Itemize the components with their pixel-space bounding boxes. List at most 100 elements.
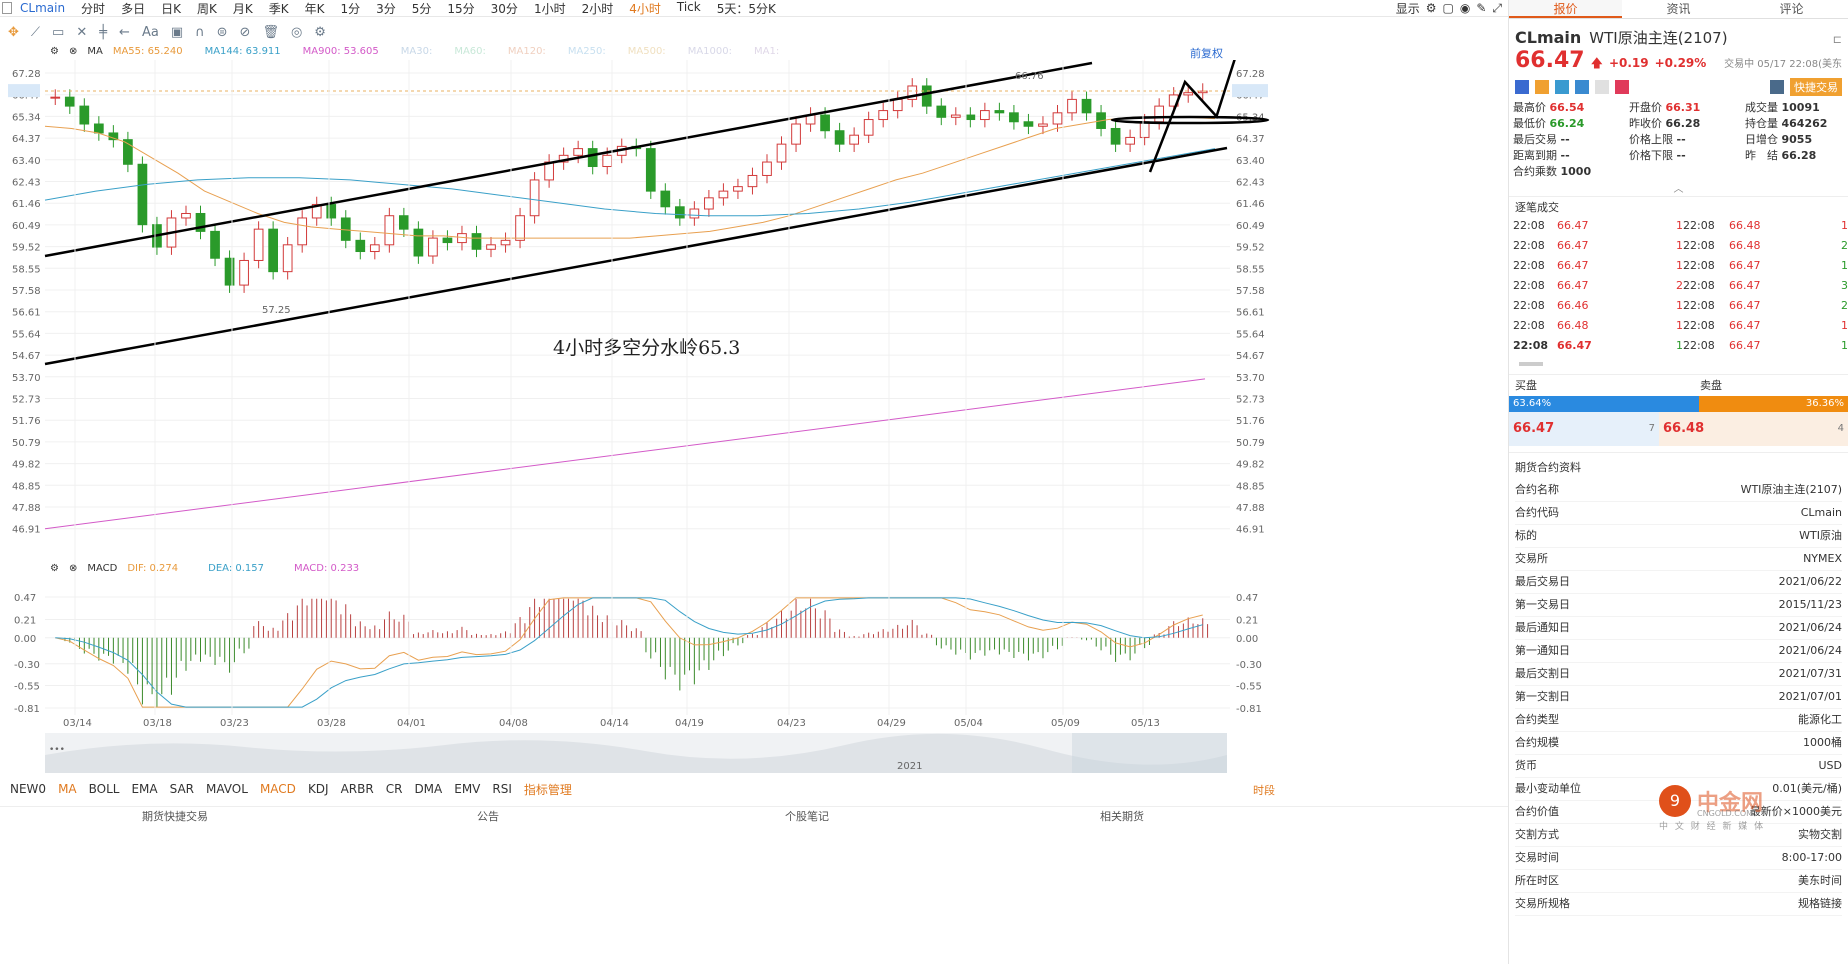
doc-icon[interactable]	[1595, 80, 1609, 94]
quote-tab-0[interactable]: 报价	[1509, 0, 1622, 18]
indicator-tab-7[interactable]: KDJ	[307, 782, 329, 796]
draw-icon[interactable]: ✎	[1476, 1, 1487, 15]
support-zone-mark[interactable]	[1110, 115, 1270, 125]
period-tab-11[interactable]: 30分	[490, 1, 518, 16]
indicator-tab-11[interactable]: EMV	[454, 782, 481, 796]
indicator-tab-6[interactable]: MACD	[259, 782, 296, 796]
chevron-up-icon[interactable]: ︿	[1673, 184, 1684, 195]
period-tab-7[interactable]: 1分	[340, 1, 361, 16]
magnet-icon[interactable]: ∩	[195, 24, 205, 40]
indicator-tab-5[interactable]: MAVOL	[206, 782, 248, 796]
square-icon	[2, 2, 12, 14]
comment-icon[interactable]: ▣	[170, 24, 184, 40]
period-tab-2[interactable]: 日K	[161, 1, 181, 16]
info-row: 最后交割日 2021/07/31	[1515, 663, 1842, 686]
gear-icon[interactable]: ⚙	[314, 24, 326, 40]
lock-icon[interactable]: ⊜	[216, 24, 228, 40]
target-arrow[interactable]	[1214, 60, 1252, 119]
line-tool-icon[interactable]: ⟋	[30, 24, 41, 40]
symbol-label[interactable]: CLmain	[20, 1, 66, 15]
time-navigator[interactable]: ••• 2021	[45, 733, 1227, 773]
indicator-tab-2[interactable]: BOLL	[88, 782, 120, 796]
close-icon[interactable]: ⊗	[68, 563, 78, 574]
footer-tab-0[interactable]: 期货快捷交易	[142, 810, 208, 823]
info-key: 合约代码	[1515, 506, 1559, 519]
period-tab-13[interactable]: 2小时	[581, 1, 614, 16]
navigator-window[interactable]	[1072, 733, 1227, 773]
info-row: 合约类型 能源化工	[1515, 709, 1842, 732]
stat-item: 价格下限 --	[1629, 148, 1745, 164]
ma-item-8: MA1000:	[687, 46, 732, 57]
arrow-tool-icon[interactable]: ←	[119, 24, 130, 40]
period-tab-0[interactable]: 分时	[81, 1, 106, 16]
eye-icon[interactable]: ◎	[290, 24, 303, 40]
projection-arrow[interactable]	[1148, 79, 1219, 173]
text-tool[interactable]: Aa	[141, 24, 159, 40]
navigator-handle-icon[interactable]: •••	[49, 745, 65, 755]
close-icon[interactable]: ⊗	[68, 46, 78, 57]
period-tab-8[interactable]: 3分	[376, 1, 396, 16]
info-row: 合约价值 最新价×1000美元	[1515, 801, 1842, 824]
tag-icon[interactable]	[1575, 80, 1589, 94]
period-tab-3[interactable]: 周K	[196, 1, 217, 16]
channel-upper-line[interactable]	[44, 61, 1093, 258]
watermark-slogan: 中 文 财 经 新 媒 体	[1659, 822, 1766, 832]
settings-icon[interactable]: ⚙	[1425, 1, 1437, 15]
period-tab-15[interactable]: Tick	[676, 0, 701, 14]
period-tab-12[interactable]: 1小时	[533, 1, 566, 16]
indicator-tab-12[interactable]: RSI	[492, 782, 512, 796]
chart-icon[interactable]	[1515, 80, 1529, 94]
indicator-tab-9[interactable]: CR	[385, 782, 403, 796]
settings-icon[interactable]: ⚙	[50, 563, 59, 574]
hide-icon[interactable]: ⊘	[239, 24, 251, 40]
macd-tick-left: -0.81	[14, 704, 40, 715]
quick-trade-button[interactable]: 快捷交易	[1790, 78, 1842, 96]
trade-cell: 22:08	[1513, 239, 1545, 252]
indicator-tab-0[interactable]: NEW0	[10, 782, 47, 796]
display-menu[interactable]: 显示	[1395, 1, 1420, 16]
period-tab-14[interactable]: 4小时	[629, 1, 661, 16]
settings-icon[interactable]: ⚙	[50, 46, 59, 57]
quote-tab-1[interactable]: 资讯	[1666, 2, 1691, 16]
indicator-tab-4[interactable]: SAR	[169, 782, 195, 796]
last-price: 66.47	[1515, 48, 1585, 73]
fib-tool-icon[interactable]: ✕	[76, 24, 88, 40]
period-tab-6[interactable]: 年K	[304, 1, 325, 16]
rect-tool-icon[interactable]: ▭	[52, 24, 65, 40]
bolt-icon[interactable]	[1535, 80, 1549, 94]
info-icon[interactable]	[1555, 80, 1569, 94]
footer-tab-2[interactable]: 个股笔记	[785, 810, 829, 823]
layout-icon[interactable]: ▢	[1442, 1, 1454, 15]
adjust-toggle[interactable]: 前复权	[1190, 47, 1223, 60]
session-button[interactable]: 时段	[1253, 784, 1275, 797]
footer-tab-1[interactable]: 公告	[477, 810, 499, 823]
trade-cell: 22:08	[1513, 339, 1549, 352]
scroll-handle[interactable]	[1519, 362, 1543, 366]
indicator-tab-3[interactable]: EMA	[131, 782, 158, 796]
period-tab-5[interactable]: 季K	[268, 1, 289, 16]
heart-icon[interactable]	[1615, 80, 1629, 94]
footer-tab-3[interactable]: 相关期货	[1100, 810, 1144, 823]
indicator-tab-13[interactable]: 指标管理	[523, 782, 572, 797]
period-tab-4[interactable]: 月K	[232, 1, 253, 16]
indicator-tab-10[interactable]: DMA	[414, 782, 443, 796]
delete-icon[interactable]: 🗑	[262, 24, 279, 40]
bell-icon[interactable]	[1770, 80, 1784, 94]
macd-tick-left: 0.21	[14, 616, 36, 627]
collapse-icon[interactable]: ⊏	[1832, 33, 1842, 46]
period-tab-10[interactable]: 15分	[447, 1, 475, 16]
indicator-tab-1[interactable]: MA	[58, 782, 77, 796]
price-chart[interactable]: 67.2866.4765.3464.3763.4062.4361.4660.49…	[0, 60, 1508, 750]
move-icon[interactable]: ✥	[8, 24, 19, 40]
channel-tool-icon[interactable]: ╪	[99, 24, 108, 40]
channel-lower-line[interactable]	[44, 146, 1228, 366]
period-tab-16[interactable]: 5天：5分K	[716, 1, 776, 16]
quote-tab-2[interactable]: 评论	[1779, 2, 1804, 16]
period-tab-9[interactable]: 5分	[411, 1, 432, 16]
fullscreen-icon[interactable]: ⤢	[1492, 0, 1502, 15]
price-tick-left: 54.67	[12, 351, 41, 362]
camera-icon[interactable]: ◉	[1459, 1, 1471, 15]
info-value: 8:00-17:00	[1781, 851, 1842, 864]
period-tab-1[interactable]: 多日	[121, 1, 146, 16]
indicator-tab-8[interactable]: ARBR	[340, 782, 374, 796]
